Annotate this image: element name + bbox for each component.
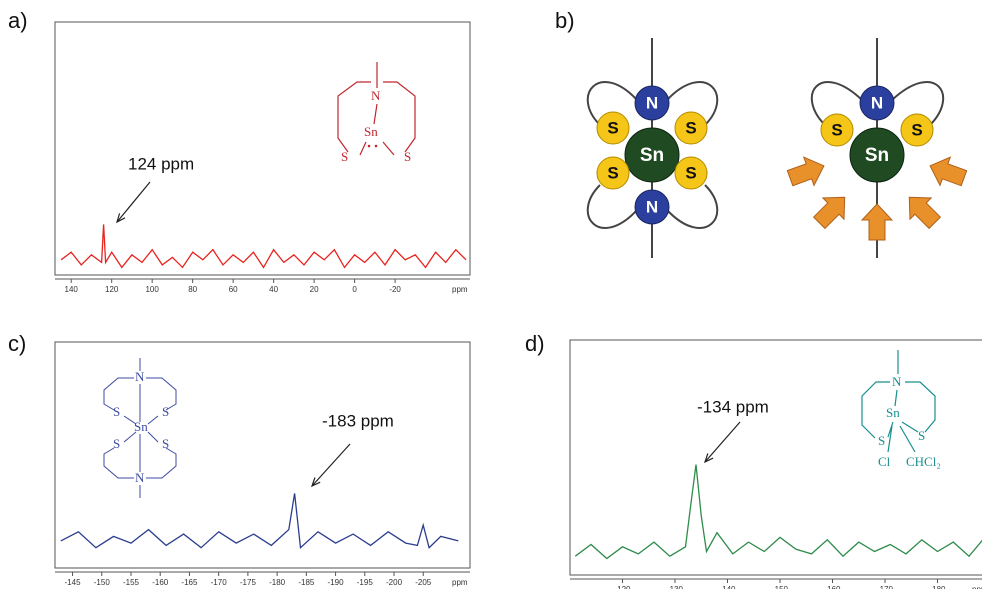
x-tick-label: 40	[269, 285, 278, 294]
x-tick-label: 140	[65, 285, 79, 294]
atom: Sn	[640, 145, 664, 166]
atom: S	[607, 163, 618, 182]
x-tick-label: 20	[310, 285, 319, 294]
atom: N	[646, 93, 658, 112]
atom: S	[831, 120, 842, 139]
lone-pair	[367, 144, 371, 148]
x-tick-label: -180	[269, 578, 286, 587]
x-unit-label: ppm	[452, 285, 468, 294]
x-tick-label: -175	[240, 578, 257, 587]
x-tick-label: -165	[181, 578, 198, 587]
atom: N	[135, 369, 145, 384]
x-tick-label: -170	[877, 585, 894, 589]
x-tick-label: -195	[357, 578, 374, 587]
x-tick-label: 0	[352, 285, 357, 294]
x-tick-label: -180	[929, 585, 946, 589]
x-tick-label: -160	[824, 585, 841, 589]
atom: S	[341, 149, 348, 164]
x-tick-label: 120	[105, 285, 119, 294]
x-unit-label: ppm	[452, 578, 468, 587]
x-tick-label: -190	[328, 578, 345, 587]
x-unit-label: ppm	[972, 585, 982, 589]
spectrum	[574, 464, 982, 560]
x-tick-label: -155	[123, 578, 140, 587]
annotation: 124 ppm	[128, 154, 194, 173]
panel-label: d)	[525, 331, 545, 356]
atom: Sn	[865, 145, 889, 166]
atom: S	[685, 163, 696, 182]
x-tick-label: -145	[65, 578, 82, 587]
atom: S	[113, 404, 120, 419]
atom: Sn	[364, 124, 378, 139]
annotation: -134 ppm	[697, 397, 769, 416]
atom: S	[878, 433, 885, 448]
atom: N	[892, 374, 902, 389]
atom: S	[911, 120, 922, 139]
atom: S	[162, 436, 169, 451]
x-tick-label: -150	[772, 585, 789, 589]
lone-pair	[374, 144, 378, 148]
atom: Sn	[886, 405, 900, 420]
x-tick-label: 60	[229, 285, 238, 294]
atom: N	[371, 88, 381, 103]
atom: N	[135, 470, 145, 485]
arrow-head	[116, 213, 126, 224]
panel-label: a)	[8, 8, 28, 33]
structure-a	[337, 62, 416, 156]
plot-frame	[569, 339, 982, 576]
x-tick-label: -205	[415, 578, 432, 587]
spectrum	[60, 224, 467, 269]
plot-frame	[54, 21, 471, 276]
panel-label: b)	[555, 8, 575, 33]
x-tick-label: -160	[152, 578, 169, 587]
diagram-balls	[596, 85, 934, 225]
x-tick-label: 100	[145, 285, 159, 294]
atom: Cl	[878, 454, 891, 469]
x-tick-label: -185	[298, 578, 315, 587]
x-tick-label: -140	[719, 585, 736, 589]
atom: S	[113, 436, 120, 451]
x-tick-label: -170	[211, 578, 228, 587]
atom: N	[871, 93, 883, 112]
annotation-arrow	[704, 421, 741, 463]
annotation: -183 ppm	[322, 411, 394, 430]
atom: S	[162, 404, 169, 419]
structure-c	[103, 358, 177, 498]
atom: S	[607, 118, 618, 137]
x-tick-label: -150	[94, 578, 111, 587]
pressure-arrows	[786, 156, 968, 241]
atom: S	[404, 149, 411, 164]
annotation-arrow	[116, 181, 151, 223]
arrow-head	[310, 477, 321, 488]
plot-frame	[54, 341, 471, 569]
x-tick-label: -200	[386, 578, 403, 587]
x-tick-label: 80	[188, 285, 197, 294]
atom: N	[646, 197, 658, 216]
atom: Sn	[134, 419, 148, 434]
x-tick-label: -20	[389, 285, 401, 294]
atom: S	[918, 428, 925, 443]
arrow-head	[703, 453, 714, 464]
panel-label: c)	[8, 331, 26, 356]
x-tick-label: -130	[667, 585, 684, 589]
annotation-arrow	[311, 443, 351, 487]
atom: S	[685, 118, 696, 137]
structure-d	[861, 350, 936, 453]
spectrum	[60, 493, 459, 550]
x-tick-label: -120	[614, 585, 631, 589]
atom: CHCl₂	[906, 454, 941, 469]
